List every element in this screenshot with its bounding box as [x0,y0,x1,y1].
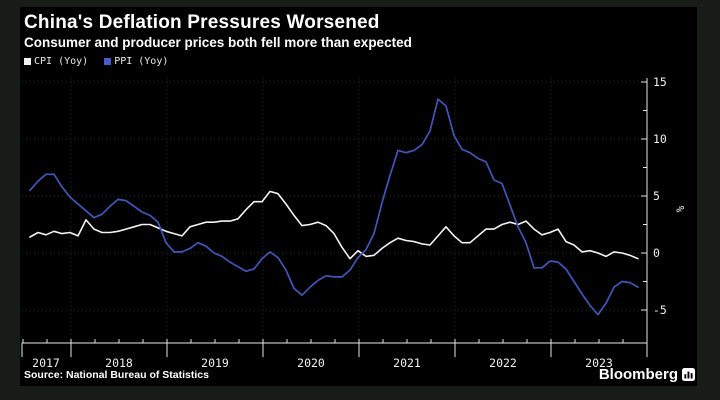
svg-text:15: 15 [653,75,667,89]
legend-item-cpi: CPI (Yoy) [24,56,88,67]
svg-text:10: 10 [653,132,667,146]
svg-text:2019: 2019 [201,356,229,370]
chart-panel: 15 10 5 0 -5% 2017 2018 2019 2020 2021 2022 2023 Ch… [20,7,697,386]
line-chart: 15 10 5 0 -5% 2017 2018 2019 2020 2021 2022 2023 [21,75,687,370]
svg-text:2021: 2021 [393,356,421,370]
bloomberg-wordmark: Bloomberg [598,366,678,383]
legend: CPI (Yoy) PPI (Yoy) [24,56,168,67]
x-tick-labels: 2017 2018 2019 2020 2021 2022 2023 [32,356,613,370]
legend-label-ppi: PPI (Yoy) [114,56,169,67]
y-tick-labels: 15 10 5 0 -5 [653,75,667,317]
svg-text:2020: 2020 [297,356,325,370]
svg-text:-5: -5 [653,303,667,317]
ppi-swatch-icon [104,58,112,65]
legend-label-cpi: CPI (Yoy) [34,56,89,67]
bloomberg-terminal-icon [682,368,695,381]
cpi-line [29,190,639,260]
legend-item-ppi: PPI (Yoy) [104,56,168,67]
axes [21,78,648,357]
source-note: Source: National Bureau of Statistics [24,369,209,381]
y-axis-unit-label: % [674,205,687,212]
cpi-swatch-icon [24,58,31,65]
svg-text:0: 0 [653,246,660,260]
svg-text:2022: 2022 [489,356,517,370]
gridlines [22,78,647,343]
ppi-line [29,98,639,316]
bloomberg-logo: Bloomberg [599,366,695,383]
svg-text:2023: 2023 [585,356,613,370]
chart-title: China's Deflation Pressures Worsened [24,12,380,33]
chart-subtitle: Consumer and producer prices both fell m… [24,35,412,50]
svg-text:2017: 2017 [32,356,60,370]
svg-text:2018: 2018 [105,356,133,370]
svg-text:5: 5 [653,189,660,203]
